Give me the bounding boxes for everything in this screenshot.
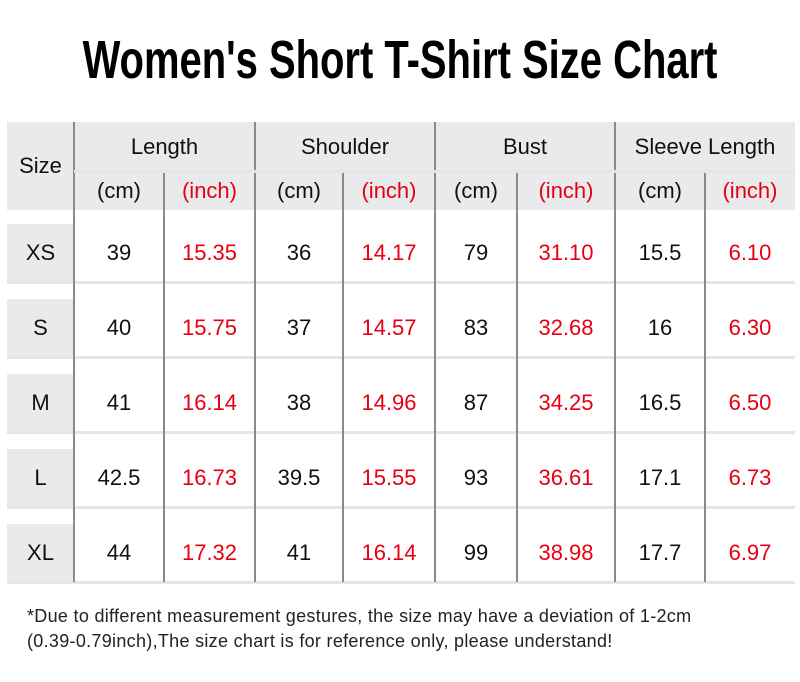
- size-label: M: [7, 374, 74, 432]
- table-cell: 39.5: [277, 465, 321, 490]
- unit-cm-header: (cm): [255, 171, 343, 210]
- table-cell: 39: [106, 240, 132, 265]
- size-label: S: [7, 299, 74, 357]
- table-cell: 15.55: [361, 465, 417, 490]
- row-divider: [7, 506, 795, 509]
- table-cell: 83: [463, 315, 489, 340]
- table-cell: 17.7: [638, 540, 682, 565]
- unit-inch-header: (inch): [164, 171, 255, 210]
- table-cell: 6.10: [728, 240, 772, 265]
- column-divider: [434, 122, 436, 582]
- table-cell: 37: [286, 315, 312, 340]
- table-cell: 32.68: [538, 315, 594, 340]
- column-group-header: Bust: [435, 122, 615, 171]
- table-cell: 6.97: [728, 540, 772, 565]
- table-cell: 34.25: [538, 390, 594, 415]
- row-divider: [7, 281, 795, 284]
- table-cell: 79: [463, 240, 489, 265]
- row-divider: [7, 431, 795, 434]
- table-cell: 14.57: [361, 315, 417, 340]
- table-cell: 16.14: [181, 390, 238, 415]
- table-cell: 93: [463, 465, 489, 490]
- column-group-header: Sleeve Length: [615, 122, 795, 171]
- page-title: Women's Short T-Shirt Size Chart: [82, 30, 718, 90]
- table-cell: 16: [647, 315, 673, 340]
- table-cell: 15.5: [638, 240, 682, 265]
- table-cell: 41: [106, 390, 132, 415]
- row-divider: [7, 581, 795, 584]
- unit-cm-header: (cm): [74, 171, 164, 210]
- table-cell: 36.61: [538, 465, 594, 490]
- unit-cm-header: (cm): [615, 171, 705, 210]
- column-divider: [163, 171, 165, 582]
- footnote-line-1: *Due to different measurement gestures, …: [27, 606, 692, 626]
- table-cell: 16.14: [361, 540, 417, 565]
- size-label: L: [7, 449, 74, 507]
- unit-inch-header: (inch): [517, 171, 615, 210]
- unit-inch-header: (inch): [343, 171, 435, 210]
- table-cell: 6.30: [728, 315, 772, 340]
- size-label: XL: [7, 524, 74, 582]
- header-divider: [74, 170, 795, 173]
- table-cell: 15.75: [181, 315, 238, 340]
- table-cell: 44: [106, 540, 132, 565]
- table-cell: 87: [463, 390, 489, 415]
- column-divider: [704, 171, 706, 582]
- table-cell: 6.50: [728, 390, 772, 415]
- unit-inch-header: (inch): [705, 171, 795, 210]
- size-header: Size: [7, 122, 74, 210]
- column-divider: [516, 171, 518, 582]
- table-cell: 99: [463, 540, 489, 565]
- table-cell: 15.35: [181, 240, 238, 265]
- table-cell: 42.5: [97, 465, 141, 490]
- table-cell: 14.96: [361, 390, 417, 415]
- table-cell: 38: [286, 390, 312, 415]
- table-cell: 16.5: [638, 390, 682, 415]
- table-cell: 40: [106, 315, 132, 340]
- column-divider: [254, 122, 256, 582]
- table-cell: 36: [286, 240, 312, 265]
- table-cell: 31.10: [538, 240, 594, 265]
- table-cell: 16.73: [181, 465, 238, 490]
- column-divider: [73, 122, 75, 582]
- table-cell: 14.17: [361, 240, 417, 265]
- unit-cm-header: (cm): [435, 171, 517, 210]
- column-divider: [342, 171, 344, 582]
- table-cell: 6.73: [728, 465, 772, 490]
- column-group-header: Shoulder: [255, 122, 435, 171]
- table-cell: 41: [286, 540, 312, 565]
- table-cell: 38.98: [538, 540, 594, 565]
- column-divider: [614, 122, 616, 582]
- column-group-header: Length: [74, 122, 255, 171]
- size-label: XS: [7, 224, 74, 282]
- table-cell: 17.32: [181, 540, 238, 565]
- footnote-line-2: (0.39-0.79inch),The size chart is for re…: [27, 631, 613, 651]
- footnote: *Due to different measurement gestures, …: [27, 604, 691, 654]
- table-cell: 17.1: [638, 465, 682, 490]
- row-divider: [7, 356, 795, 359]
